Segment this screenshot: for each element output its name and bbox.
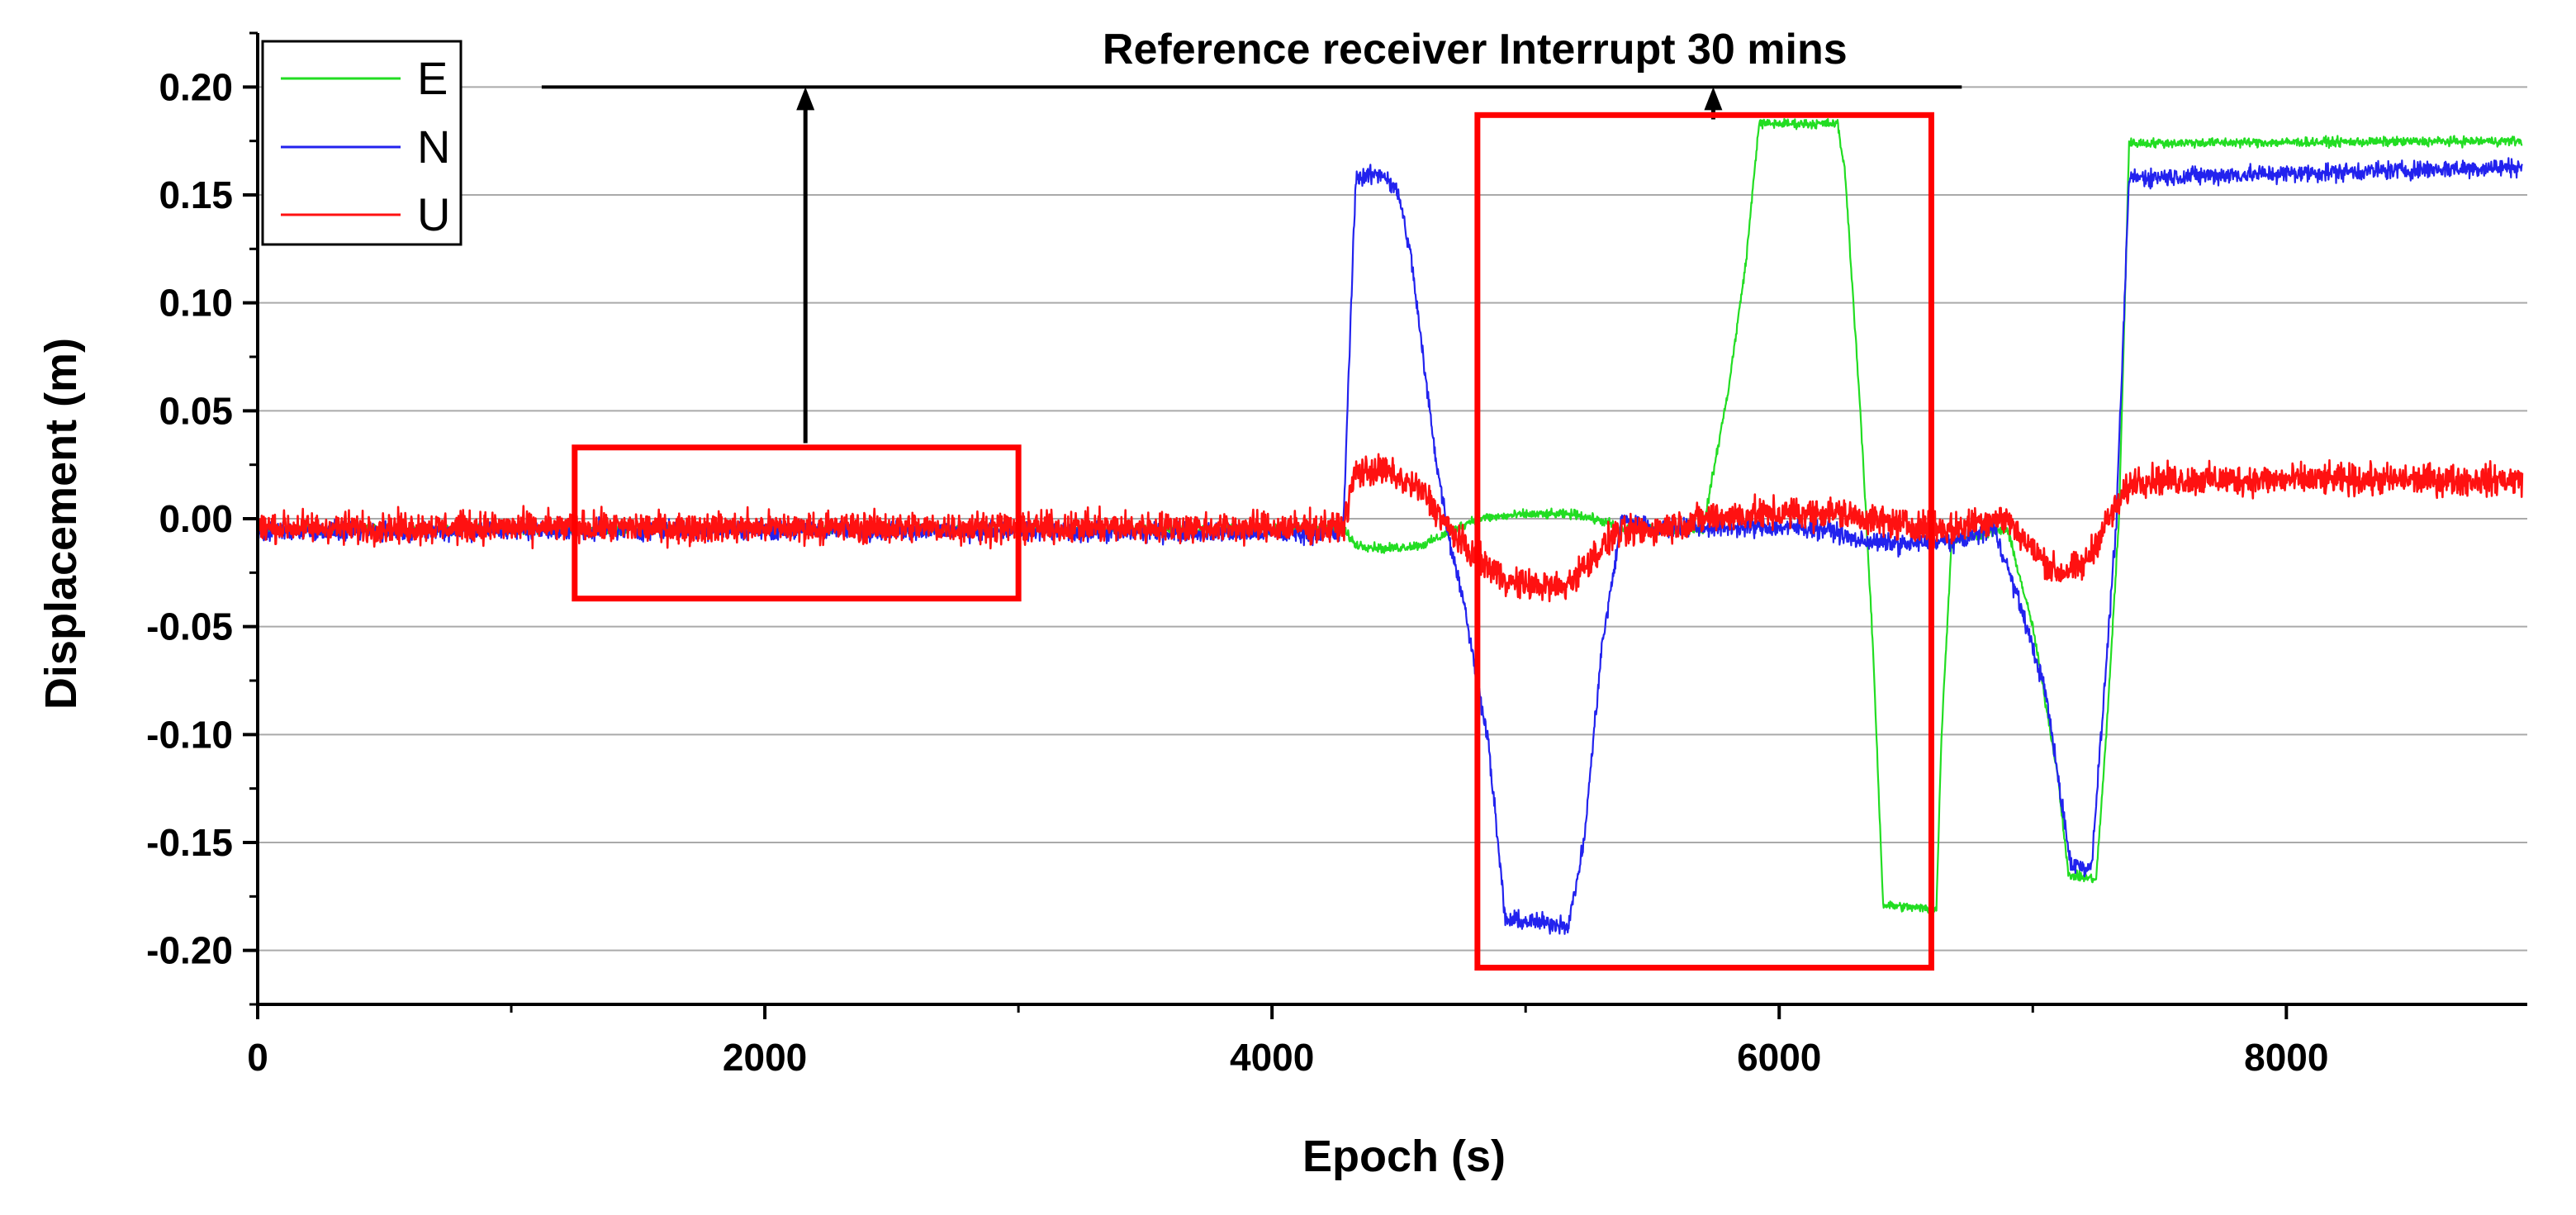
x-tick-label: 4000 [1230, 1036, 1314, 1079]
y-axis-title: Displacement (m) [36, 338, 86, 710]
y-tick-label: -0.05 [146, 605, 233, 648]
series-line-u [256, 453, 2524, 603]
legend-label-u: U [417, 188, 450, 240]
series-group [256, 118, 2524, 935]
y-tick-label: 0.10 [159, 282, 233, 325]
x-axis-title: Epoch (s) [1302, 1132, 1506, 1181]
x-tick-label: 8000 [2244, 1036, 2328, 1079]
legend-label-e: E [417, 52, 448, 104]
x-tick-label: 2000 [723, 1036, 807, 1079]
y-tick-label: -0.10 [146, 713, 233, 756]
annotation-arrowhead [1704, 87, 1723, 111]
annotation-text: Reference receiver Interrupt 30 mins [1103, 26, 1848, 74]
x-tick-label: 0 [247, 1036, 268, 1079]
x-tick-label: 6000 [1737, 1036, 1821, 1079]
y-tick-label: 0.00 [159, 497, 233, 540]
y-tick-label: 0.15 [159, 173, 233, 216]
legend-label-n: N [417, 121, 450, 173]
annotation-group: Reference receiver Interrupt 30 mins [541, 26, 1962, 971]
y-tick-label: 0.20 [159, 65, 233, 108]
axes: 0.20 0.15 0.10 0.05 0.00 -0.05 -0.10 -0.15 -0.20… [146, 31, 2527, 1079]
y-tick-label: -0.15 [146, 821, 233, 864]
highlight-box [572, 444, 1022, 602]
y-tick-label: -0.20 [146, 929, 233, 972]
legend: E N U [261, 40, 463, 246]
y-tick-label: 0.05 [159, 389, 233, 432]
legend-box [261, 40, 463, 246]
annotation-arrowhead [796, 87, 815, 111]
highlight-box [1474, 112, 1934, 971]
